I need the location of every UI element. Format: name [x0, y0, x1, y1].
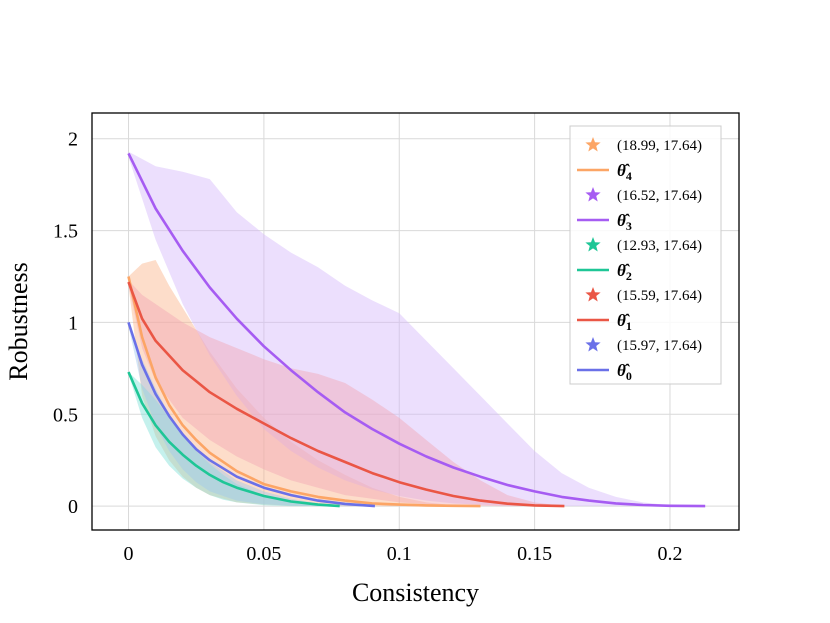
legend-item-theta3: (16.52, 17.64)θ̂3: [577, 187, 702, 233]
y-tick-label: 0.5: [53, 404, 78, 426]
star-marker-icon: [585, 287, 601, 302]
legend-marker-label: (18.99, 17.64): [617, 138, 702, 154]
band-theta4: [128, 260, 481, 507]
x-tick-label: 0.15: [517, 543, 552, 565]
line-theta3: [127, 152, 706, 508]
x-axis-label: Consistency: [352, 578, 479, 607]
band-theta3: [128, 151, 706, 507]
plot-frame: [91, 112, 740, 531]
x-axis-ticks: 0 0.05 0.1 0.15 0.2: [124, 543, 683, 565]
band-theta1: [128, 280, 565, 507]
y-tick-label: 1: [68, 312, 78, 334]
x-tick-label: 0.2: [657, 543, 682, 565]
line-theta2: [127, 371, 340, 508]
y-tick-label: 1.5: [53, 221, 78, 243]
legend-marker-label: (12.93, 17.64): [617, 238, 702, 254]
star-marker-icon: [585, 187, 601, 202]
star-marker-icon: [585, 137, 601, 152]
line-theta0: [127, 322, 375, 508]
x-tick-label: 0: [124, 543, 134, 565]
y-axis-ticks: 0 0.5 1 1.5 2: [53, 129, 78, 518]
star-marker-icon: [585, 237, 601, 252]
line-theta1: [127, 281, 565, 508]
y-axis-label: Robustness: [4, 262, 33, 380]
legend-marker-label: (15.97, 17.64): [617, 338, 702, 354]
legend-marker-label: (15.59, 17.64): [617, 288, 702, 304]
line-theta4: [127, 276, 481, 508]
x-tick-label: 0.05: [246, 543, 281, 565]
star-marker-icon: [585, 337, 601, 352]
y-tick-label: 2: [68, 129, 78, 151]
series-lines: [127, 152, 706, 508]
y-tick-label: 0: [68, 496, 78, 518]
legend: (18.99, 17.64)θ̂4(16.52, 17.64)θ̂3(12.93…: [569, 125, 722, 385]
band-theta2: [128, 372, 340, 507]
x-tick-label: 0.1: [387, 543, 412, 565]
legend-marker-label: (16.52, 17.64): [617, 188, 702, 204]
legend-item-theta1: (15.59, 17.64)θ̂1: [577, 287, 702, 333]
